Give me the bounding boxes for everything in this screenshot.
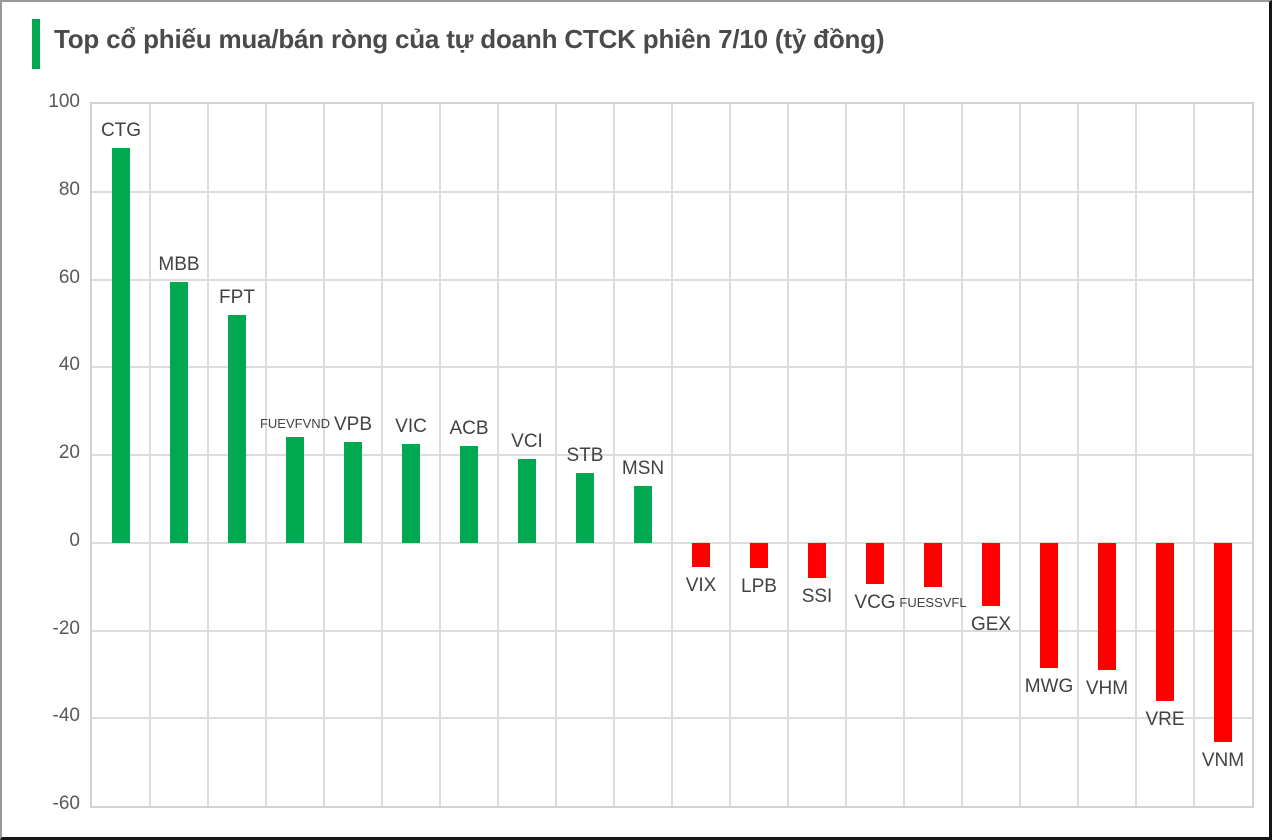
y-tick-label: -60 (52, 793, 80, 814)
bar-CTG (112, 147, 130, 543)
v-gridline (1193, 104, 1195, 806)
bar-label-MWG: MWG (1024, 675, 1074, 697)
v-gridline (845, 104, 847, 806)
bar-LPB (750, 542, 768, 569)
bar-label-VRE: VRE (1145, 708, 1185, 730)
v-gridline (613, 104, 615, 806)
bar-VIX (692, 542, 710, 567)
v-gridline (207, 104, 209, 806)
bar-VNM (1214, 542, 1232, 743)
v-gridline (1019, 104, 1021, 806)
bar-MSN (634, 485, 652, 543)
bar-label-LPB: LPB (741, 576, 777, 598)
bar-label-VCI: VCI (511, 431, 543, 453)
y-tick-label: -20 (52, 617, 80, 639)
bar-label-VNM: VNM (1201, 750, 1245, 772)
bar-label-FPT: FPT (219, 286, 255, 308)
bar-label-FUEVFVND: FUEVFVND (259, 416, 331, 432)
v-gridline (439, 104, 441, 806)
bar-VIC (402, 444, 420, 543)
bar-label-STB: STB (566, 444, 604, 466)
bar-label-MBB: MBB (158, 253, 200, 275)
bar-label-SSI: SSI (801, 585, 833, 607)
bar-label-VPB: VPB (333, 413, 373, 435)
v-gridline (1135, 104, 1137, 806)
bar-VCI (518, 459, 536, 543)
y-tick-label: 80 (58, 178, 80, 200)
bar-STB (576, 472, 594, 543)
v-gridline (555, 104, 557, 806)
bar-VHM (1098, 542, 1116, 670)
bar-FUESSVFL (924, 542, 942, 587)
v-gridline (497, 104, 499, 806)
bar-label-VHM: VHM (1085, 677, 1129, 699)
bar-VRE (1156, 542, 1174, 701)
bar-MBB (170, 281, 188, 543)
bar-GEX (982, 542, 1000, 607)
y-tick-label: 40 (58, 354, 80, 376)
chart-header: Top cổ phiếu mua/bán ròng của tự doanh C… (2, 2, 1269, 92)
y-tick-label: 20 (58, 442, 80, 463)
y-tick-label: 60 (58, 266, 80, 288)
bar-label-VIX: VIX (685, 574, 717, 596)
v-gridline (961, 104, 963, 806)
title-accent-bar (32, 19, 40, 69)
bar-label-ACB: ACB (449, 418, 489, 440)
bar-ACB (460, 446, 478, 543)
bar-label-MSN: MSN (621, 457, 665, 479)
v-gridline (381, 104, 383, 806)
y-tick-label: 0 (69, 529, 80, 551)
v-gridline (729, 104, 731, 806)
bar-FPT (228, 314, 246, 543)
bar-label-VIC: VIC (395, 416, 427, 438)
bar-label-VCG: VCG (854, 592, 896, 614)
y-tick-label: 100 (48, 91, 80, 112)
v-gridline (1077, 104, 1079, 806)
bar-VCG (866, 542, 884, 585)
bar-label-FUESSVFL: FUESSVFL (899, 594, 967, 610)
v-gridline (323, 104, 325, 806)
bar-label-CTG: CTG (100, 119, 142, 141)
v-gridline (265, 104, 267, 806)
bar-SSI (808, 542, 826, 578)
chart-title: Top cổ phiếu mua/bán ròng của tự doanh C… (54, 24, 885, 54)
bar-FUEVFVND (286, 437, 304, 543)
y-tick-label: -40 (52, 705, 80, 727)
bar-MWG (1040, 542, 1058, 668)
v-gridline (671, 104, 673, 806)
plot-area: CTG MBB FPT FUEVFVND VPB VIC ACB VCI STB MSN VIX LP… (90, 102, 1254, 808)
v-gridline (149, 104, 151, 806)
v-gridline (787, 104, 789, 806)
v-gridline (903, 104, 905, 806)
bar-VPB (344, 441, 362, 543)
bar-label-GEX: GEX (970, 614, 1012, 636)
